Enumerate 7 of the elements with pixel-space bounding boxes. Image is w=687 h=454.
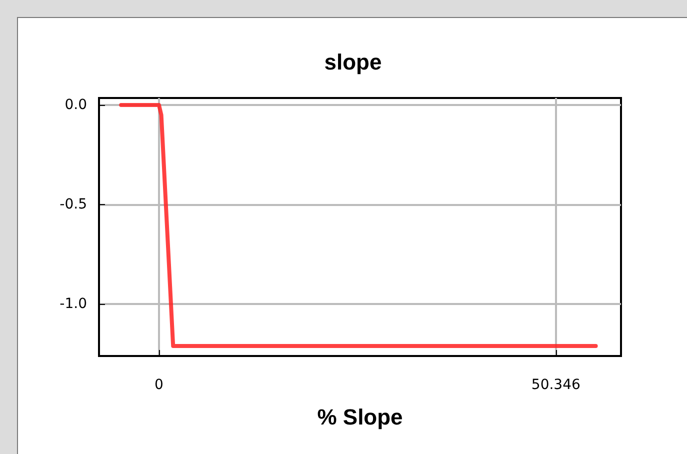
y-tick-label: 0.0 (64, 96, 87, 113)
x-axis-title: % Slope (317, 404, 403, 430)
chart-title: slope (324, 50, 382, 74)
y-tick-label: -0.5 (60, 196, 87, 213)
x-tick-label: 0 (154, 377, 164, 393)
x-tick-label: 50.346 (531, 377, 580, 393)
y-tick-label: -1.0 (60, 296, 87, 312)
